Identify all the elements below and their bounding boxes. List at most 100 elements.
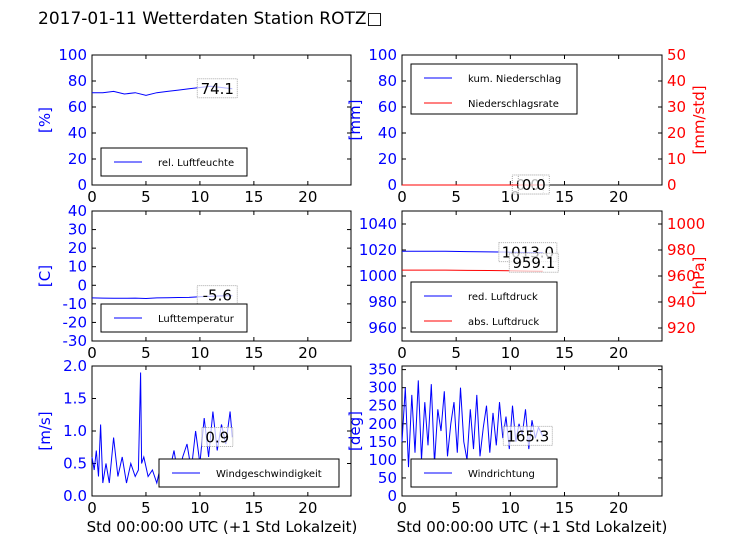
x-tick-label: 0 xyxy=(397,344,407,362)
x-tick-label: 15 xyxy=(555,188,574,206)
last-value-label: 0.0 xyxy=(522,176,546,194)
y-tick-label: 20 xyxy=(378,150,397,168)
last-value-label: 165.3 xyxy=(506,427,549,445)
y-tick-label: -10 xyxy=(63,295,88,313)
y-right-tick-label: 10 xyxy=(667,150,686,168)
legend: red. Luftdruck abs. Luftdruck xyxy=(410,281,558,333)
y-tick-label: 300 xyxy=(368,379,397,397)
x-tick-label: 5 xyxy=(141,499,151,517)
y-right-tick-label: 1000 xyxy=(667,215,705,233)
y-right-tick-label: 920 xyxy=(667,319,696,337)
y-axis-label: [%] xyxy=(36,107,54,133)
y-tick-label: 350 xyxy=(368,361,397,379)
x-tick-label: 0 xyxy=(397,188,407,206)
x-tick-label: 5 xyxy=(451,344,461,362)
y-right-tick-label: 50 xyxy=(667,46,686,64)
last-value-box xyxy=(196,78,238,99)
y-tick-label: 40 xyxy=(68,202,87,220)
y-right-tick-label: 30 xyxy=(667,98,686,116)
x-tick-label: 20 xyxy=(609,344,628,362)
y-tick-label: 80 xyxy=(378,72,397,90)
y-tick-label: 100 xyxy=(368,46,397,64)
y-tick-label: 980 xyxy=(368,293,397,311)
x-tick-label: 20 xyxy=(609,188,628,206)
legend-entry: abs. Luftdruck xyxy=(468,317,539,328)
x-axis-label-left: Std 00:00:00 UTC (+1 Std Lokalzeit) xyxy=(87,518,358,536)
y-axis-label: [C] xyxy=(36,265,54,287)
y-tick-label: 40 xyxy=(378,124,397,142)
y-tick-label: 0 xyxy=(77,176,87,194)
x-tick-label: 5 xyxy=(141,188,151,206)
y-tick-label: 80 xyxy=(68,72,87,90)
x-tick-label: 15 xyxy=(244,344,263,362)
last-value-label: 0.9 xyxy=(205,429,229,447)
y-right-axis-label: [hPa] xyxy=(690,257,708,296)
x-tick-label: 5 xyxy=(451,499,461,517)
series-line-0 xyxy=(401,380,544,468)
chart-panel-humidity: 0 5 10 15 20 0 20 40 60 80 100 [%] 74.1 rel. Luftfeuc… xyxy=(36,46,352,206)
y-right-axis-label: [mm/std] xyxy=(690,85,708,154)
y-tick-label: 100 xyxy=(368,451,397,469)
y-tick-label: 60 xyxy=(68,98,87,116)
chart-panel-wind-speed: 0 5 10 15 20 0.0 0.5 1.0 1.5 2.0 [m/s] 0.9 Windgesch… xyxy=(36,357,352,517)
y-right-tick-label: 980 xyxy=(667,241,696,259)
y-tick-label: 30 xyxy=(68,221,87,239)
x-tick-label: 0 xyxy=(87,344,97,362)
last-value-box xyxy=(508,252,559,273)
x-tick-label: 20 xyxy=(298,344,317,362)
y-tick-label: -20 xyxy=(63,313,88,331)
legend-frame xyxy=(410,281,558,333)
y-tick-label: 2.0 xyxy=(63,357,87,375)
plot-frame xyxy=(91,210,352,342)
x-tick-label: 10 xyxy=(501,344,520,362)
x-tick-label: 0 xyxy=(87,499,97,517)
y-right-tick-label: 20 xyxy=(667,124,686,142)
y-right-tick-label: 40 xyxy=(667,72,686,90)
y-tick-label: 1040 xyxy=(359,215,397,233)
legend-entry: Windrichtung xyxy=(468,469,535,480)
last-value-label: 74.1 xyxy=(201,80,234,98)
x-tick-label: 0 xyxy=(87,188,97,206)
y-tick-label: 250 xyxy=(368,397,397,415)
x-tick-label: 15 xyxy=(555,344,574,362)
x-tick-label: 20 xyxy=(298,188,317,206)
last-value-box xyxy=(502,425,553,446)
legend-entry: Windgeschwindigkeit xyxy=(216,469,322,480)
y-right-tick-label: 940 xyxy=(667,293,696,311)
y-tick-label: 150 xyxy=(368,433,397,451)
y-tick-label: -30 xyxy=(63,332,88,350)
y-axis-label: [deg] xyxy=(346,411,364,451)
y-tick-label: 200 xyxy=(368,415,397,433)
x-tick-label: 5 xyxy=(451,188,461,206)
y-tick-label: 0.0 xyxy=(63,487,87,505)
y-tick-label: 60 xyxy=(378,98,397,116)
y-tick-label: 20 xyxy=(68,150,87,168)
y-axis-label: [m/s] xyxy=(36,411,54,450)
legend: rel. Luftfeuchte xyxy=(100,147,248,177)
x-tick-label: 20 xyxy=(298,499,317,517)
legend-entry: kum. Niederschlag xyxy=(468,74,561,85)
y-tick-label: 0 xyxy=(77,276,87,294)
y-tick-label: 0 xyxy=(387,176,397,194)
x-tick-label: 20 xyxy=(609,499,628,517)
y-tick-label: 0 xyxy=(387,487,397,505)
y-tick-label: 20 xyxy=(68,239,87,257)
legend-entry: rel. Luftfeuchte xyxy=(158,158,234,169)
last-value-box xyxy=(517,174,550,195)
last-value-label: -5.6 xyxy=(203,287,232,305)
y-tick-label: 1000 xyxy=(359,267,397,285)
y-axis-label: [mm] xyxy=(346,100,364,141)
legend-entry: Lufttemperatur xyxy=(158,314,235,325)
figure-title: 2017-01-11 Wetterdaten Station ROTZ□ xyxy=(38,9,383,29)
y-right-tick-label: 960 xyxy=(667,267,696,285)
legend-frame xyxy=(410,63,578,115)
x-tick-label: 10 xyxy=(190,344,209,362)
legend: Windgeschwindigkeit xyxy=(158,458,340,488)
x-tick-label: 5 xyxy=(141,344,151,362)
legend: kum. Niederschlag Niederschlagsrate xyxy=(410,63,578,115)
last-value-box xyxy=(201,427,234,447)
y-tick-label: 1.0 xyxy=(63,422,87,440)
y-right-tick-label: 0 xyxy=(667,176,677,194)
